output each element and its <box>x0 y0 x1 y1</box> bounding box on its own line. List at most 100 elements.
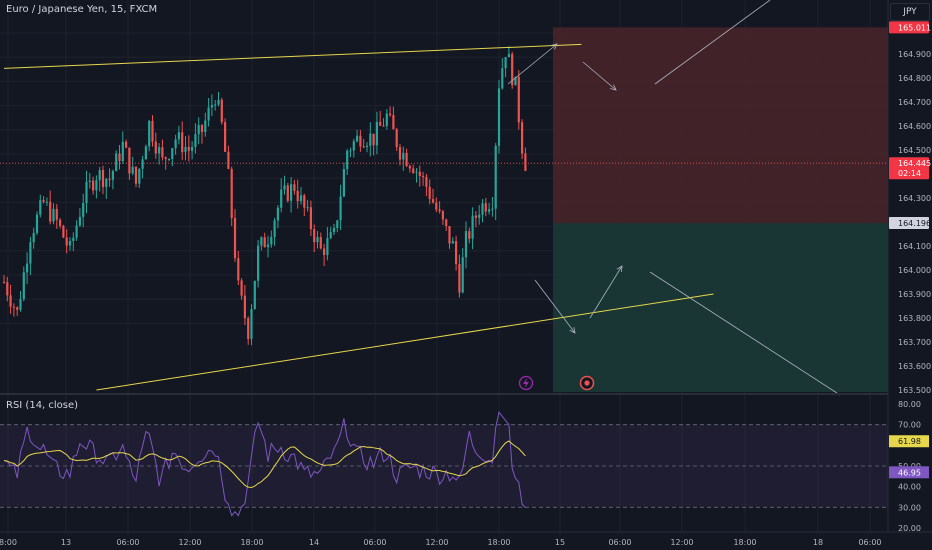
time-tick-label: 06:00 <box>608 538 631 547</box>
candle-body <box>464 231 468 258</box>
price-tick-label: 164.500 <box>898 146 931 155</box>
time-tick-label: 18 <box>813 538 823 547</box>
candle-body <box>92 180 95 191</box>
candle-body <box>313 229 316 243</box>
candle-body <box>488 209 491 212</box>
candle-body <box>497 88 501 146</box>
trendline-lower <box>96 293 714 391</box>
candle-body <box>303 195 306 208</box>
candle-body <box>342 169 345 197</box>
candle-body <box>458 264 461 293</box>
stop-level-badge <box>889 21 929 34</box>
candle-body <box>194 134 197 148</box>
candle-body <box>501 68 504 89</box>
currency-button[interactable]: JPY <box>890 3 930 21</box>
candle-body <box>19 299 22 310</box>
candle-body <box>138 168 141 184</box>
candle-body <box>283 185 286 190</box>
candle-body <box>451 241 454 244</box>
price-tick-label: 164.300 <box>898 194 931 203</box>
alert-event-dot <box>584 380 590 386</box>
candle-body <box>323 248 326 255</box>
candle-body <box>455 241 458 265</box>
candle-body <box>326 238 329 255</box>
candle-body <box>306 207 309 209</box>
candle-body <box>72 237 75 241</box>
candle-body <box>402 152 405 160</box>
candle-body <box>286 185 289 201</box>
time-tick-label: 06:00 <box>363 538 386 547</box>
candle-body <box>62 225 65 238</box>
time-tick-label: 15 <box>555 538 565 547</box>
candle-body <box>55 208 58 220</box>
rsi-tick-label: 40.00 <box>898 483 921 492</box>
candle-body <box>418 171 421 177</box>
candle-body <box>336 220 339 229</box>
price-tick-label: 163.500 <box>898 386 931 395</box>
candle-body <box>270 236 273 245</box>
candle-body <box>253 280 256 309</box>
candle-body <box>16 307 19 310</box>
forecast-arrow-1-head <box>551 43 558 50</box>
candle-body <box>59 219 62 226</box>
rsi-line <box>3 411 526 517</box>
candle-body <box>511 54 514 86</box>
candle-body <box>131 166 134 174</box>
forecast-arrow-2 <box>582 61 617 91</box>
candle-body <box>507 54 510 58</box>
candle-body <box>484 203 487 212</box>
candle-body <box>125 141 128 148</box>
time-tick-label: 06:00 <box>116 538 139 547</box>
candle-body <box>422 176 425 178</box>
time-tick-label: 14 <box>309 538 319 547</box>
candle-body <box>210 105 213 108</box>
candle-body <box>75 225 78 238</box>
candle-body <box>171 148 174 160</box>
candle-body <box>144 146 147 160</box>
candle-body <box>280 189 283 208</box>
candle-body <box>111 171 114 180</box>
candle-body <box>263 237 266 248</box>
entry-level-badge-text: 164.196 <box>898 219 931 228</box>
rsi-ma-badge <box>889 435 929 448</box>
candle-body <box>233 217 237 259</box>
candle-body <box>95 180 98 191</box>
price-tick-label: 163.900 <box>898 290 931 299</box>
forecast-arrow-4-head <box>569 327 576 334</box>
forecast-arrow-4 <box>534 279 576 334</box>
candle-body <box>382 125 385 127</box>
last-price-badge-text: 164.445 <box>898 159 931 168</box>
candle-body <box>471 215 474 239</box>
candle-body <box>415 171 418 173</box>
candle-body <box>319 237 322 249</box>
candle-body <box>161 147 164 158</box>
candle-body <box>316 237 319 243</box>
candle-body <box>389 113 392 116</box>
candle-body <box>266 244 270 248</box>
candle-body <box>184 147 187 153</box>
candle-body <box>448 226 451 244</box>
candle-body <box>296 190 299 202</box>
time-tick-label: 18:00 <box>487 538 510 547</box>
candles-group <box>2 46 527 346</box>
candle-body <box>220 99 223 123</box>
candle-body <box>375 121 378 146</box>
candle-body <box>474 215 477 218</box>
price-tick-label: 164.000 <box>898 266 931 275</box>
candle-body <box>141 159 144 169</box>
candle-body <box>408 166 411 169</box>
time-tick-label: 12:00 <box>670 538 693 547</box>
forecast-arrow-5-head <box>616 265 623 273</box>
target-zone <box>553 222 888 392</box>
candle-body <box>372 133 375 146</box>
candle-body <box>352 141 355 151</box>
candle-body <box>504 57 507 69</box>
rsi-tick-label: 30.00 <box>898 503 921 512</box>
candle-body <box>121 141 124 162</box>
last-price-badge-text: 02:14 <box>898 169 921 178</box>
candle-body <box>45 201 48 203</box>
candle-body <box>369 133 372 146</box>
candle-body <box>435 202 438 210</box>
